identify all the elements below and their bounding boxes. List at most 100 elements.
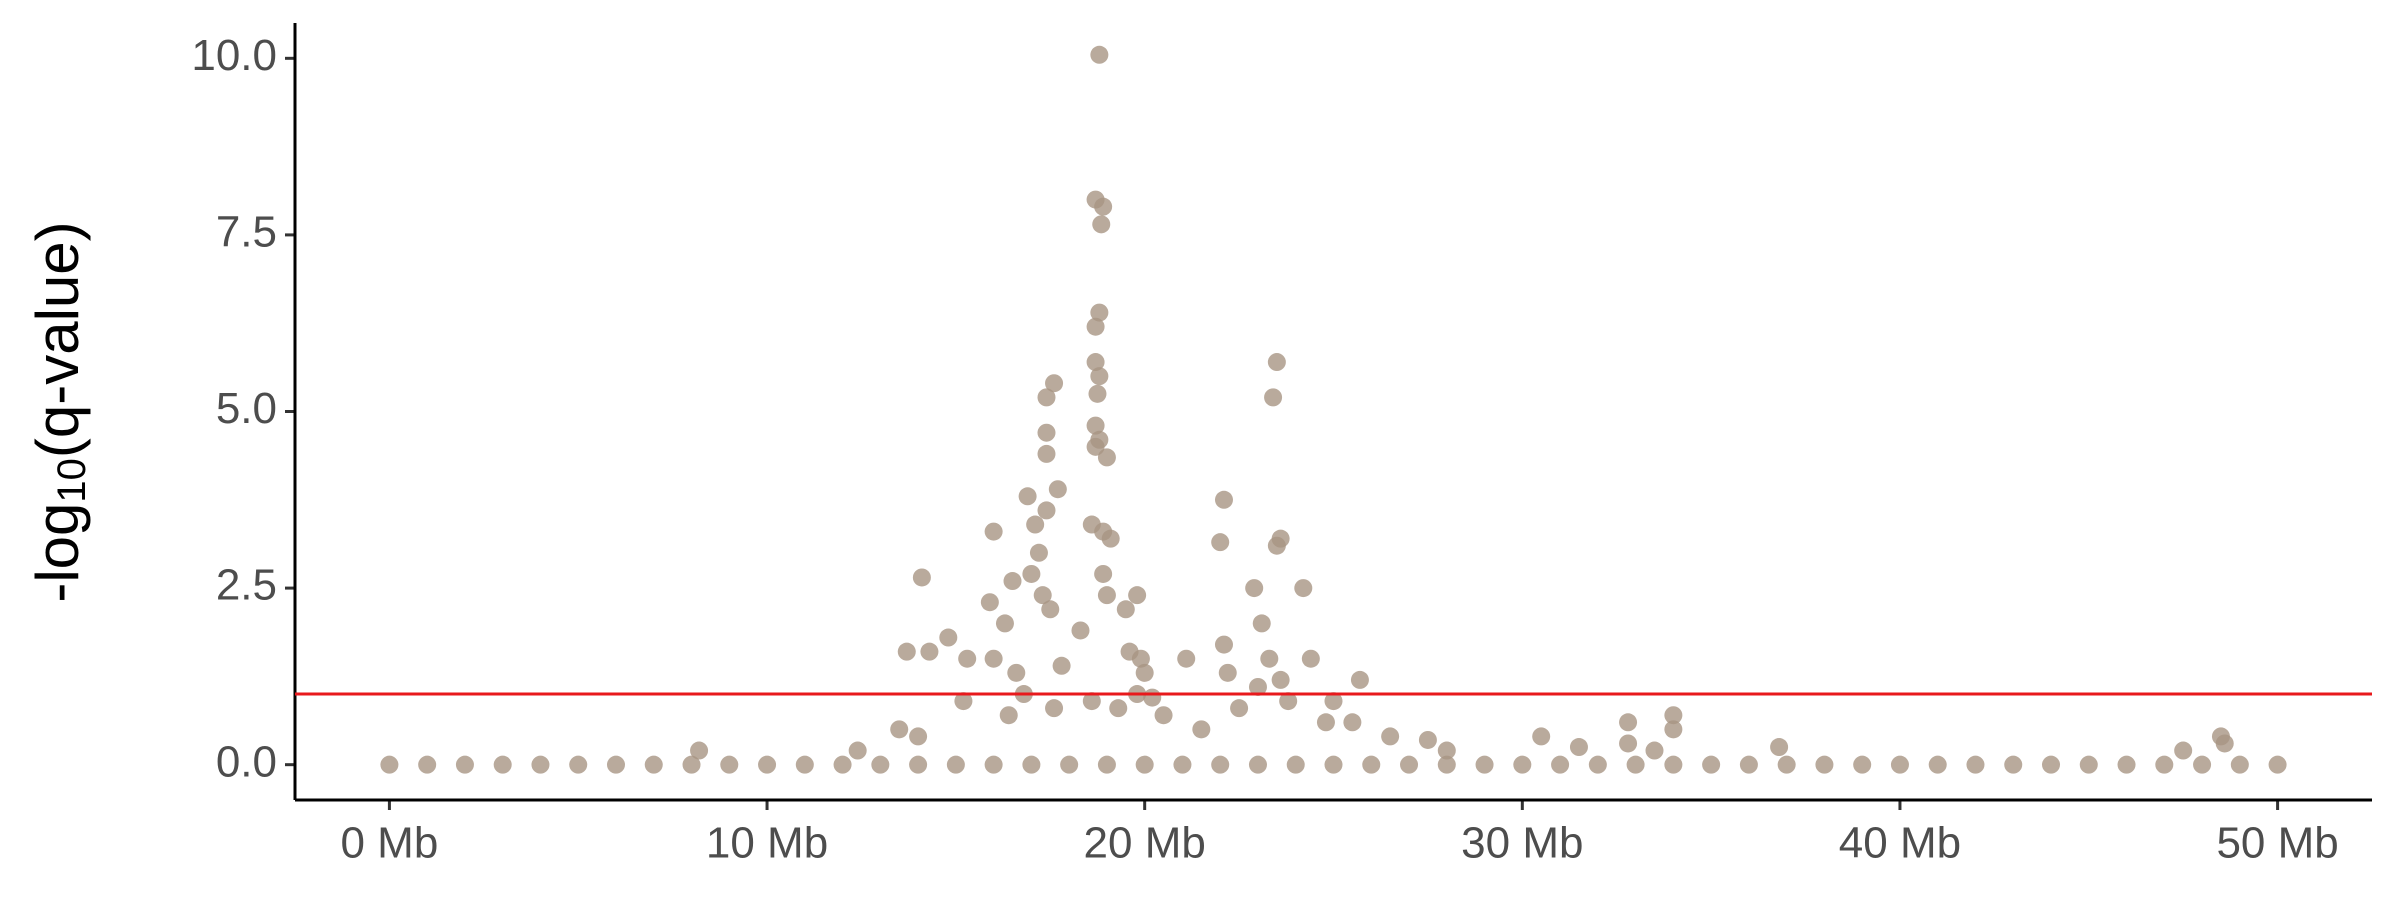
point (1551, 755, 1570, 774)
point (2174, 741, 2193, 760)
point (1086, 437, 1105, 456)
point (1026, 515, 1045, 534)
point (912, 568, 931, 587)
point (1418, 730, 1437, 749)
point (1192, 720, 1211, 739)
point (531, 755, 550, 774)
point (1437, 755, 1456, 774)
point (1248, 677, 1267, 696)
point (1218, 663, 1237, 682)
point (1135, 663, 1154, 682)
point (1267, 353, 1286, 372)
point (1362, 755, 1381, 774)
point (848, 741, 867, 760)
point (1853, 755, 1872, 774)
point (1286, 755, 1305, 774)
point (1143, 688, 1162, 707)
point (1770, 738, 1789, 757)
y-axis-title: -log10(q-value) (24, 221, 94, 602)
x-tick-label: 30 Mb (1461, 819, 1583, 868)
point (1230, 699, 1249, 718)
point (1037, 388, 1056, 407)
x-tick-label: 20 Mb (1084, 819, 1206, 868)
point (909, 755, 928, 774)
point (1214, 490, 1233, 509)
point (1090, 303, 1109, 322)
point (1626, 755, 1645, 774)
point (1037, 444, 1056, 463)
point (1437, 741, 1456, 760)
point (1097, 448, 1116, 467)
point (1116, 600, 1135, 619)
point (1018, 487, 1037, 506)
point (2215, 734, 2234, 753)
point (1664, 755, 1683, 774)
point (999, 706, 1018, 725)
x-tick-label: 10 Mb (706, 819, 828, 868)
point (1569, 738, 1588, 757)
point (1090, 45, 1109, 64)
point (1022, 564, 1041, 583)
point (1301, 649, 1320, 668)
point (1267, 536, 1286, 555)
point (1588, 755, 1607, 774)
point (380, 755, 399, 774)
point (690, 741, 709, 760)
point (1007, 663, 1026, 682)
point (2268, 755, 2287, 774)
point (1045, 374, 1064, 393)
point (1022, 755, 1041, 774)
point (1645, 741, 1664, 760)
x-tick-label: 0 Mb (340, 819, 438, 868)
point (1815, 755, 1834, 774)
point (1245, 579, 1264, 598)
point (1928, 755, 1947, 774)
point (1890, 755, 1909, 774)
point (1513, 755, 1532, 774)
point (890, 720, 909, 739)
point (1264, 388, 1283, 407)
point (897, 642, 916, 661)
point (2079, 755, 2098, 774)
point (1271, 670, 1290, 689)
point (1324, 755, 1343, 774)
point (2230, 755, 2249, 774)
point (1088, 384, 1107, 403)
point (1045, 699, 1064, 718)
x-tick-label: 50 Mb (2216, 819, 2338, 868)
point (995, 614, 1014, 633)
point (795, 755, 814, 774)
point (1619, 713, 1638, 732)
point (1048, 480, 1067, 499)
point (1294, 579, 1313, 598)
point (1777, 755, 1796, 774)
x-tick-label: 40 Mb (1839, 819, 1961, 868)
point (920, 642, 939, 661)
point (954, 692, 973, 711)
point (1086, 416, 1105, 435)
point (833, 755, 852, 774)
point (1252, 614, 1271, 633)
point (1052, 656, 1071, 675)
y-tick-label: 7.5 (216, 208, 277, 257)
point (1082, 692, 1101, 711)
point (1619, 734, 1638, 753)
point (1097, 755, 1116, 774)
point (946, 755, 965, 774)
point (980, 593, 999, 612)
point (1033, 586, 1052, 605)
point (1071, 621, 1090, 640)
point (984, 755, 1003, 774)
point (2004, 755, 2023, 774)
point (1094, 564, 1113, 583)
point (1279, 692, 1298, 711)
y-tick-label: 2.5 (216, 561, 277, 610)
y-tick-label: 10.0 (191, 31, 277, 80)
point (1101, 529, 1120, 548)
point (1090, 367, 1109, 386)
point (1109, 699, 1128, 718)
point (569, 755, 588, 774)
y-tick-label: 5.0 (216, 384, 277, 433)
point (939, 628, 958, 647)
